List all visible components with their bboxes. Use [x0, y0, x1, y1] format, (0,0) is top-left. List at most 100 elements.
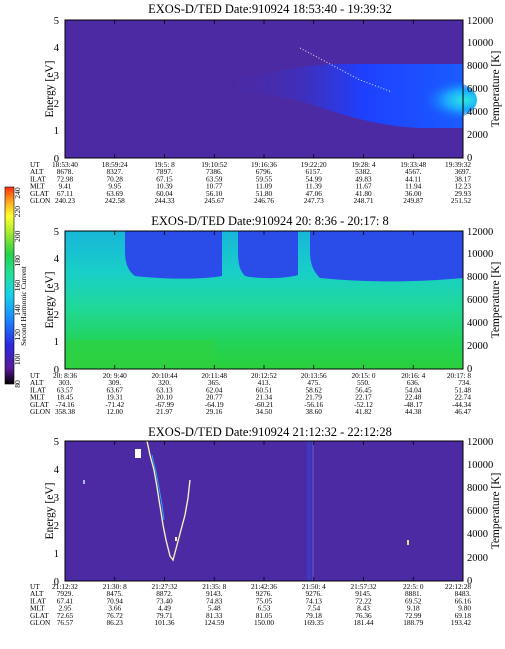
orbit-cell: 63.13 — [156, 385, 173, 394]
orbit-cell: 8872. — [156, 589, 173, 598]
orbit-cell: 636. — [407, 378, 420, 387]
colorbar-tick: 120 — [13, 329, 22, 341]
orbit-cell: 38.17 — [455, 174, 472, 183]
panel-1-ylabel: Energy [eV] — [44, 61, 56, 118]
orbit-cell: 74.83 — [206, 596, 223, 605]
orbit-cell: 9.18 — [407, 604, 420, 613]
orbit-cell: 66.16 — [455, 596, 472, 605]
orbit-cell: 20:16: 4 — [401, 371, 425, 380]
orbit-cell: -56.16 — [304, 400, 323, 409]
panel-2-ytick-right: 8000 — [467, 272, 488, 283]
panel-2-ytick-right: 6000 — [467, 295, 488, 306]
orbit-cell: -67.99 — [155, 400, 174, 409]
orbit-cell: -64.19 — [205, 400, 224, 409]
panel-3-streak — [312, 441, 314, 581]
orbit-cell: 9276. — [306, 589, 323, 598]
orbit-cell: 124.59 — [204, 618, 224, 627]
colorbar-tick: 100 — [13, 353, 22, 365]
orbit-cell: 12.00 — [107, 407, 124, 416]
panel-3-plot-background — [65, 441, 463, 581]
orbit-cell: 18.45 — [57, 393, 74, 402]
orbit-cell: 72.22 — [355, 596, 372, 605]
orbit-cell: 21:42:36 — [251, 582, 277, 591]
panel-1-ytick: 0 — [54, 154, 59, 165]
orbit-cell: 41.80 — [355, 189, 372, 198]
panel-3-spot — [407, 540, 409, 545]
orbit-row-label: MLT — [30, 604, 45, 613]
orbit-cell: -60.21 — [255, 400, 274, 409]
orbit-cell: 20.10 — [156, 393, 173, 402]
orbit-row-label: ILAT — [30, 174, 46, 183]
panel-3-ytick-right: 12000 — [467, 437, 493, 448]
orbit-cell: 76.72 — [107, 611, 124, 620]
orbit-row-label: MLT — [30, 182, 45, 191]
orbit-cell: 86.23 — [107, 618, 124, 627]
panel-3-yticks-left: 0 1 2 3 4 5 — [54, 437, 60, 588]
orbit-cell: 6.53 — [258, 604, 271, 613]
orbit-cell: -44.34 — [452, 400, 471, 409]
panel-2-ytick: 3 — [54, 282, 59, 293]
orbit-cell: 10.77 — [206, 182, 223, 191]
orbit-cell: 67.41 — [57, 596, 74, 605]
orbit-cell: 21:27:32 — [152, 582, 178, 591]
orbit-cell: 10.39 — [156, 182, 173, 191]
orbit-cell: 5382. — [355, 167, 372, 176]
panel-3-ytick: 1 — [54, 549, 59, 560]
orbit-cell: 9.80 — [458, 604, 471, 613]
orbit-cell: 56.45 — [355, 385, 372, 394]
panel-3-spot — [175, 537, 177, 541]
orbit-cell: 20: 8:36 — [53, 371, 77, 380]
orbit-cell: 74.13 — [306, 596, 323, 605]
colorbar-tick: 180 — [13, 255, 22, 267]
panel-1-ytick-right: 0 — [467, 153, 472, 164]
colorbar-tick: 140 — [13, 304, 22, 316]
orbit-cell: 34.50 — [256, 407, 273, 416]
orbit-cell: 3697. — [455, 167, 472, 176]
orbit-cell: 365. — [208, 378, 221, 387]
panel-2-ytick-right: 12000 — [467, 227, 493, 238]
orbit-cell: 38.60 — [306, 407, 323, 416]
panel-3-signature-shadow — [151, 454, 165, 521]
panel-1-ytick-right: 4000 — [467, 107, 488, 118]
orbit-cell: 7386. — [206, 167, 223, 176]
panel-1-ylabel-right: Temperature [K] — [490, 51, 502, 128]
panel-1-orbit-table: UT 18:53:40 18:59:24 19:5: 8 19:10:52 19:16:3… — [30, 20, 471, 205]
panel-2: EXOS-D/TED Date:910924 20: 8:36 - 20:17:… — [30, 214, 502, 416]
orbit-row-label: GLAT — [30, 400, 49, 409]
orbit-cell: 54.99 — [306, 174, 323, 183]
orbit-cell: 72.98 — [57, 174, 74, 183]
orbit-cell: 2.95 — [59, 604, 72, 613]
panel-2-ytick-right: 10000 — [467, 249, 493, 260]
orbit-cell: 22.48 — [405, 393, 422, 402]
panel-3-ytick-right: 2000 — [467, 553, 488, 564]
orbit-cell: 8.43 — [357, 604, 370, 613]
orbit-cell: 101.36 — [154, 618, 174, 627]
orbit-cell: 4567. — [405, 167, 422, 176]
panel-3-ytick-right: 6000 — [467, 506, 488, 517]
orbit-cell: 193.42 — [451, 618, 471, 627]
orbit-cell: 69.52 — [405, 596, 422, 605]
orbit-row-label: GLAT — [30, 189, 49, 198]
orbit-cell: 247.73 — [304, 196, 324, 205]
orbit-cell: -52.12 — [354, 400, 373, 409]
orbit-cell: 11.67 — [355, 182, 371, 191]
orbit-cell: 51.80 — [256, 189, 273, 198]
orbit-cell: 7897. — [156, 167, 173, 176]
panel-3-ylabel: Energy [eV] — [44, 483, 56, 540]
orbit-cell: 303. — [59, 378, 72, 387]
colorbar-ticks: 80 100 120 140 160 180 200 220 240 — [13, 187, 22, 388]
orbit-cell: 69.18 — [455, 611, 472, 620]
orbit-cell: 7929. — [57, 589, 74, 598]
orbit-cell: 8678. — [57, 167, 74, 176]
orbit-cell: 11.94 — [405, 182, 421, 191]
panel-2-yticks-left: 0 1 2 3 4 5 — [54, 227, 60, 376]
orbit-cell: 18:59:24 — [102, 160, 128, 169]
orbit-cell: 19:22:20 — [301, 160, 327, 169]
panel-2-ytick: 1 — [54, 337, 59, 348]
orbit-row-label: ILAT — [30, 596, 46, 605]
orbit-cell: 60.51 — [256, 385, 273, 394]
orbit-cell: 20: 9:40 — [103, 371, 127, 380]
orbit-cell: 21:50: 4 — [302, 582, 326, 591]
orbit-cell: 320. — [158, 378, 171, 387]
